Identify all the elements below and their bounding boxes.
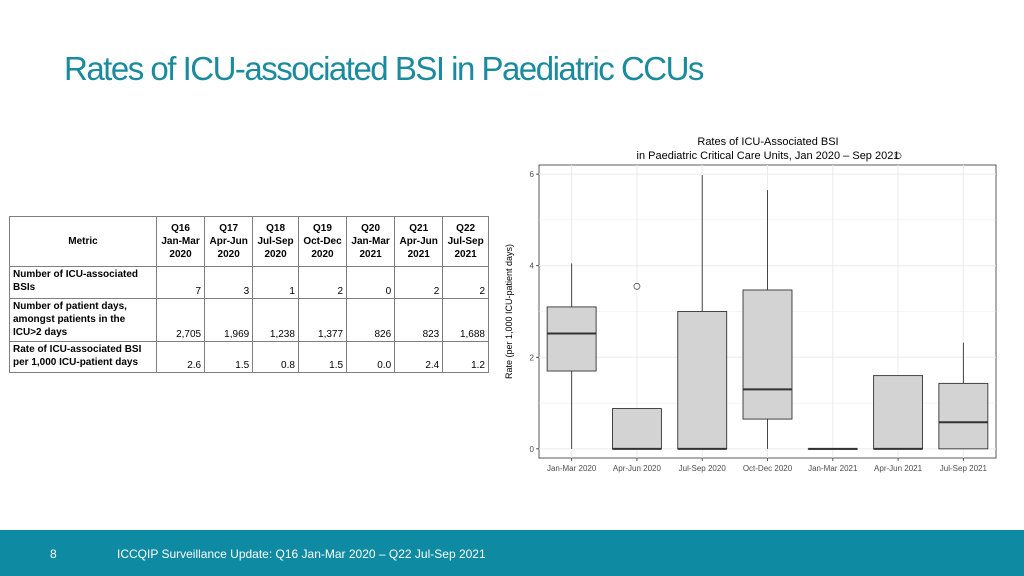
column-header-period: Jul-Sep xyxy=(447,236,484,247)
table-cell: 1.2 xyxy=(442,341,489,373)
column-header-year: 2021 xyxy=(407,249,430,260)
table-cell: 1.5 xyxy=(204,341,254,373)
chart-subtitle: in Paediatric Critical Care Units, Jan 2… xyxy=(637,150,900,162)
y-tick-label: 0 xyxy=(530,445,535,454)
table-header-row: Metric Q16 Jan-Mar 2020 Q17 Apr-Jun 2020 Q18 Ju… xyxy=(9,216,489,267)
y-tick-label: 2 xyxy=(530,353,535,362)
metrics-table: Metric Q16 Jan-Mar 2020 Q17 Apr-Jun 2020 Q18 Ju… xyxy=(9,216,489,373)
table-cell: 2.6 xyxy=(155,341,206,373)
row-label-line: ICU>2 days xyxy=(13,327,68,338)
column-header-period: Oct-Dec xyxy=(303,236,342,247)
column-header: Q22 Jul-Sep 2021 xyxy=(442,216,489,267)
table-cell: 1,969 xyxy=(204,298,254,342)
table-cell: 2,705 xyxy=(155,298,206,342)
x-tick-label: Jan-Mar 2021 xyxy=(808,464,858,473)
outlier-point xyxy=(894,152,902,160)
box xyxy=(938,382,989,450)
footer-text: ICCQIP Surveillance Update: Q16 Jan-Mar … xyxy=(117,547,486,561)
table-cell: 2 xyxy=(297,266,348,299)
row-label-line: BSIs xyxy=(13,282,36,293)
column-header: Q17 Apr-Jun 2020 xyxy=(204,216,254,267)
column-header-year: 2020 xyxy=(169,249,192,260)
column-header-q: Q19 xyxy=(313,223,332,234)
footer-bar: 8 ICCQIP Surveillance Update: Q16 Jan-Ma… xyxy=(0,530,1024,576)
table-row: Number of patient days, amongst patients … xyxy=(9,298,489,342)
column-header-q: Q21 xyxy=(409,223,429,234)
x-tick-label: Apr-Jun 2021 xyxy=(874,464,923,473)
page-number: 8 xyxy=(50,547,57,561)
boxplot-chart: 0 2 4 6 Jan-Mar 2020 Apr-Jun 2020 Jul-Sep 2020… xyxy=(495,128,1005,480)
column-header: Q18 Jul-Sep 2020 xyxy=(252,216,299,267)
box xyxy=(611,408,662,450)
x-tick-label: Jul-Sep 2020 xyxy=(679,464,727,473)
box xyxy=(873,375,924,450)
table-cell: 1 xyxy=(252,266,299,299)
column-header-period: Apr-Jun xyxy=(209,236,248,247)
column-header: Q19 Oct-Dec 2020 xyxy=(297,216,348,267)
box xyxy=(742,289,793,420)
chart-svg: 0 2 4 6 Jan-Mar 2020 Apr-Jun 2020 Jul-Sep 2020… xyxy=(504,136,997,473)
x-tick-label: Apr-Jun 2020 xyxy=(613,464,662,473)
slide-title: Rates of ICU-associated BSI in Paediatri… xyxy=(64,50,704,87)
x-tick-label: Jan-Mar 2020 xyxy=(547,464,597,473)
x-tick-label: Oct-Dec 2020 xyxy=(743,464,793,473)
table-cell: 0.8 xyxy=(252,341,299,373)
x-tick-label: Jul-Sep 2021 xyxy=(940,464,988,473)
column-header: Q20 Jan-Mar 2021 xyxy=(346,216,396,267)
row-label-line: amongst patients in the xyxy=(13,314,126,325)
y-tick-label: 6 xyxy=(530,170,535,179)
column-header-q: Q20 xyxy=(361,223,381,234)
column-header: Q16 Jan-Mar 2020 xyxy=(155,216,206,267)
column-header-period: Apr-Jun xyxy=(399,236,438,247)
y-axis-label: Rate (per 1,000 ICU-patient days) xyxy=(504,244,514,379)
column-header-period: Jan-Mar xyxy=(351,236,390,247)
column-header-year: 2021 xyxy=(454,249,477,260)
table-cell: 2.4 xyxy=(394,341,444,373)
table-cell: 2 xyxy=(442,266,489,299)
table-cell: 1,238 xyxy=(252,298,299,342)
table-cell: 7 xyxy=(155,266,206,299)
row-label-line: Rate of ICU-associated BSI xyxy=(13,344,142,355)
row-label-line: per 1,000 ICU-patient days xyxy=(13,357,139,368)
column-header-q: Q16 xyxy=(171,223,190,234)
chart-title: Rates of ICU-Associated BSI xyxy=(697,136,838,148)
table-cell: 1,688 xyxy=(442,298,489,342)
table-cell: 1.5 xyxy=(297,341,348,373)
box xyxy=(677,311,728,450)
row-label-line: Number of ICU-associated xyxy=(13,269,139,280)
table-cell: 2 xyxy=(394,266,444,299)
table-row: Rate of ICU-associated BSI per 1,000 ICU-… xyxy=(9,341,489,373)
row-label: Number of ICU-associated BSIs xyxy=(9,266,157,299)
column-header-q: Q18 xyxy=(266,223,286,234)
column-header-q: Q22 xyxy=(456,223,476,234)
table-cell: 826 xyxy=(346,298,396,342)
row-label: Rate of ICU-associated BSI per 1,000 ICU-… xyxy=(9,341,157,373)
row-label-line: Number of patient days, xyxy=(13,301,127,312)
column-header-year: 2020 xyxy=(217,249,240,260)
table-cell: 0.0 xyxy=(346,341,396,373)
column-header-period: Jul-Sep xyxy=(257,236,294,247)
metric-header: Metric xyxy=(9,216,157,267)
outlier-point xyxy=(633,282,641,290)
column-header-year: 2021 xyxy=(359,249,382,260)
table-cell: 823 xyxy=(394,298,444,342)
column-header-q: Q17 xyxy=(219,223,239,234)
column-header-year: 2020 xyxy=(264,249,287,260)
table-body: Number of ICU-associated BSIs 7 3 1 2 0 2 2 Numbe… xyxy=(9,266,489,373)
row-label: Number of patient days, amongst patients … xyxy=(9,298,157,342)
column-header: Q21 Apr-Jun 2021 xyxy=(394,216,444,267)
column-header-period: Jan-Mar xyxy=(161,236,200,247)
table-cell: 0 xyxy=(346,266,396,299)
table-cell: 1,377 xyxy=(297,298,348,342)
table-cell: 3 xyxy=(204,266,254,299)
y-tick-label: 4 xyxy=(530,262,535,271)
table-row: Number of ICU-associated BSIs 7 3 1 2 0 2 2 xyxy=(9,266,489,299)
box xyxy=(546,306,597,372)
column-header-year: 2020 xyxy=(311,249,334,260)
